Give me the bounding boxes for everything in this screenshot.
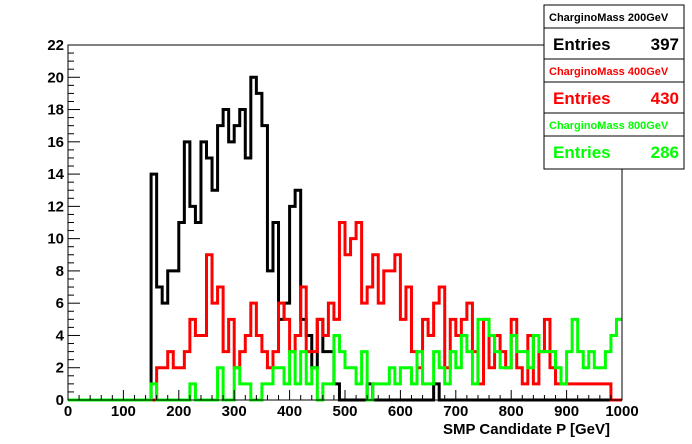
stats-box-title: CharginoMass 800GeV [549, 120, 669, 132]
x-tick-label: 600 [388, 403, 413, 420]
y-tick-label: 2 [56, 360, 64, 377]
x-tick-label: 700 [443, 403, 468, 420]
stats-box-frame [543, 58, 685, 116]
series-line-2 [68, 221, 622, 402]
x-tick-label: 200 [166, 403, 191, 420]
y-tick-label: 12 [47, 198, 64, 215]
stats-box-title: CharginoMass 200GeV [549, 12, 669, 24]
stats-box-1: CharginoMass 200GeV Entries 397 [543, 4, 685, 62]
y-tick-label: 16 [47, 134, 64, 151]
y-tick-label: 14 [47, 166, 64, 183]
x-tick-label: 300 [222, 403, 247, 420]
x-tick-label: 1000 [605, 403, 638, 420]
stats-entries-label: Entries [553, 143, 611, 162]
y-tick-label: 22 [47, 37, 64, 54]
x-tick-label: 400 [277, 403, 302, 420]
stats-entries-label: Entries [553, 35, 611, 54]
y-tick-label: 18 [47, 102, 64, 119]
x-axis: 0 100 200 300 400 500 600 700 800 900 1000 [64, 390, 639, 420]
stats-entries-label: Entries [553, 89, 611, 108]
x-tick-label: 800 [499, 403, 524, 420]
x-tick-label: 0 [64, 403, 72, 420]
y-tick-label: 4 [56, 327, 65, 344]
y-axis: 0 2 4 6 8 10 12 14 16 18 20 22 [47, 37, 80, 409]
stats-entries-value: 430 [651, 89, 679, 108]
stats-entries-value: 286 [651, 143, 679, 162]
stats-box-2: CharginoMass 400GeV Entries 430 [543, 58, 685, 116]
stats-box-frame [543, 112, 685, 170]
x-tick-label: 100 [111, 403, 136, 420]
x-tick-label: 500 [332, 403, 357, 420]
stats-box-3: CharginoMass 800GeV Entries 286 [543, 112, 685, 170]
y-tick-label: 8 [56, 263, 64, 280]
stats-box-title: CharginoMass 400GeV [549, 66, 669, 78]
y-tick-label: 6 [56, 295, 64, 312]
y-tick-label: 20 [47, 69, 64, 86]
x-tick-label: 900 [554, 403, 579, 420]
y-tick-label: 10 [47, 231, 64, 248]
stats-entries-value: 397 [651, 35, 679, 54]
y-tick-label: 0 [56, 392, 64, 409]
x-axis-title: SMP Candidate P [GeV] [443, 421, 610, 438]
